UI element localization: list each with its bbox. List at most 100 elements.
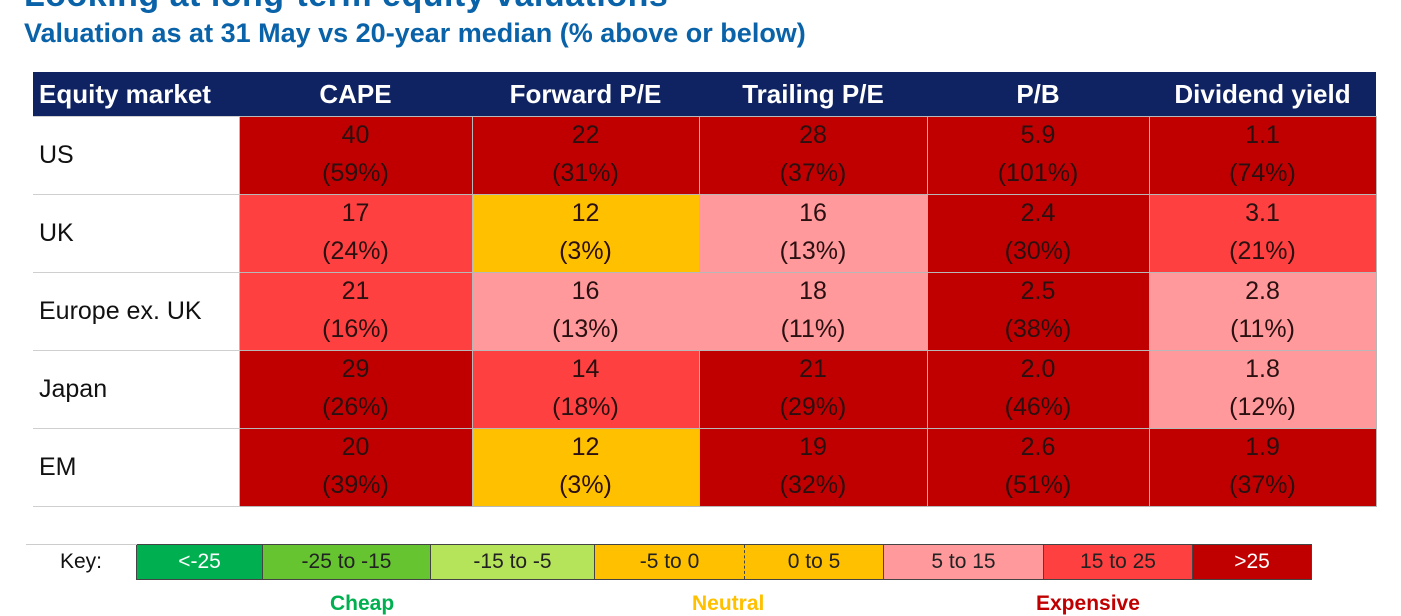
cell-percent: (29%) [779,393,847,421]
key-item: -15 to -5 [430,544,595,580]
cell-percent: (38%) [1004,315,1072,343]
cell-value: 2.5 [1020,277,1056,305]
key-item: >25 [1192,544,1312,580]
cell-value: 2.6 [1020,433,1056,461]
value-cell: 12 (3%) [471,428,700,507]
row-label: UK [33,194,239,273]
column-header-dividend-yield: Dividend yield [1149,72,1376,117]
value-cell: 1.9 (37%) [1148,428,1377,507]
table-row: Europe ex. UK 21 (16%) 16 (13%) 18 (11%) 2.5 (38… [33,272,1377,351]
cell-percent: (13%) [552,315,619,343]
table-row: EM 20 (39%) 12 (3%) 19 (32%) 2.6 (51%) 1.9 (37%) [33,428,1377,507]
cell-value: 12 [571,199,600,227]
table-header-row: Equity market CAPE Forward P/E Trailing P/E… [33,72,1376,117]
row-label: EM [33,428,239,507]
value-cell: 40 (59%) [238,116,473,195]
cell-value: 20 [341,433,370,461]
cell-percent: (30%) [1004,237,1072,265]
key-item: -25 to -15 [262,544,431,580]
cell-percent: (24%) [322,237,389,265]
value-cell: 18 (11%) [698,272,928,351]
clipped-title: Looking at long-term equity valuations [24,0,668,15]
valuation-table: Equity market CAPE Forward P/E Trailing P/E… [33,72,1377,507]
table-row: US 40 (59%) 22 (31%) 28 (37%) 5.9 (101%) 1.1 (74%) [33,116,1377,195]
cell-value: 28 [799,121,827,149]
value-cell: 16 (13%) [698,194,928,273]
table-row: Japan 29 (26%) 14 (18%) 21 (29%) 2.0 (46%) 1.8 (12… [33,350,1377,429]
value-cell: 5.9 (101%) [926,116,1150,195]
cell-value: 16 [799,199,827,227]
cell-percent: (51%) [1004,471,1072,499]
cell-value: 29 [341,355,370,383]
key-item: 5 to 15 [883,544,1044,580]
row-label: Europe ex. UK [33,272,239,351]
value-cell: 21 (16%) [238,272,473,351]
cell-value: 1.1 [1245,121,1280,149]
cell-percent: (12%) [1229,393,1296,421]
row-label: US [33,116,239,195]
column-header-p-b: P/B [927,72,1149,117]
cell-value: 1.8 [1245,355,1280,383]
cell-value: 2.4 [1020,199,1056,227]
cell-value: 16 [571,277,600,305]
value-cell: 12 (3%) [471,194,700,273]
cell-value: 18 [799,277,827,305]
value-cell: 21 (29%) [698,350,928,429]
cell-percent: (3%) [559,471,612,499]
cell-percent: (3%) [559,237,612,265]
cell-percent: (26%) [322,393,389,421]
value-cell: 2.0 (46%) [926,350,1150,429]
cell-percent: (21%) [1229,237,1296,265]
value-cell: 1.1 (74%) [1148,116,1377,195]
cell-value: 22 [571,121,600,149]
key-item: <-25 [136,544,263,580]
key-group-expensive: Expensive [1036,592,1140,615]
cell-value: 1.9 [1245,433,1280,461]
row-label: Japan [33,350,239,429]
cell-percent: (13%) [779,237,847,265]
column-header-forward-p-e: Forward P/E [472,72,699,117]
cell-value: 5.9 [1020,121,1056,149]
cell-percent: (11%) [1230,315,1295,343]
key-label: Key: [26,544,137,580]
cell-value: 21 [341,277,370,305]
value-cell: 20 (39%) [238,428,473,507]
value-cell: 16 (13%) [471,272,700,351]
key-group-neutral: Neutral [692,592,765,615]
key-item: 0 to 5 [744,544,884,580]
cell-percent: (18%) [552,393,619,421]
key-item: -5 to 0 [594,544,745,580]
cell-percent: (74%) [1229,159,1296,187]
cell-value: 12 [571,433,600,461]
cell-value: 3.1 [1245,199,1280,227]
value-cell: 17 (24%) [238,194,473,273]
cell-value: 2.0 [1020,355,1056,383]
value-cell: 2.4 (30%) [926,194,1150,273]
value-cell: 2.5 (38%) [926,272,1150,351]
cell-value: 19 [799,433,827,461]
cell-value: 14 [571,355,600,383]
cell-percent: (31%) [552,159,619,187]
cell-percent: (101%) [997,159,1079,187]
key-group-cheap: Cheap [330,592,395,615]
column-header-cape: CAPE [239,72,472,117]
cell-percent: (37%) [1229,471,1296,499]
cell-percent: (32%) [779,471,847,499]
table-body: US 40 (59%) 22 (31%) 28 (37%) 5.9 (101%) 1.1 (74%)… [33,116,1377,507]
value-cell: 28 (37%) [698,116,928,195]
column-header-equity-market: Equity market [33,72,239,117]
chart-subtitle: Valuation as at 31 May vs 20-year median… [24,18,806,48]
value-cell: 1.8 (12%) [1148,350,1377,429]
cell-value: 21 [799,355,827,383]
cell-percent: (59%) [322,159,389,187]
key-item: 15 to 25 [1043,544,1193,580]
value-cell: 2.6 (51%) [926,428,1150,507]
table-row: UK 17 (24%) 12 (3%) 16 (13%) 2.4 (30%) 3.1 (21%) [33,194,1377,273]
cell-value: 2.8 [1245,277,1280,305]
cell-percent: (11%) [780,315,846,343]
value-cell: 3.1 (21%) [1148,194,1377,273]
value-cell: 19 (32%) [698,428,928,507]
column-header-trailing-p-e: Trailing P/E [699,72,927,117]
cell-percent: (37%) [779,159,847,187]
